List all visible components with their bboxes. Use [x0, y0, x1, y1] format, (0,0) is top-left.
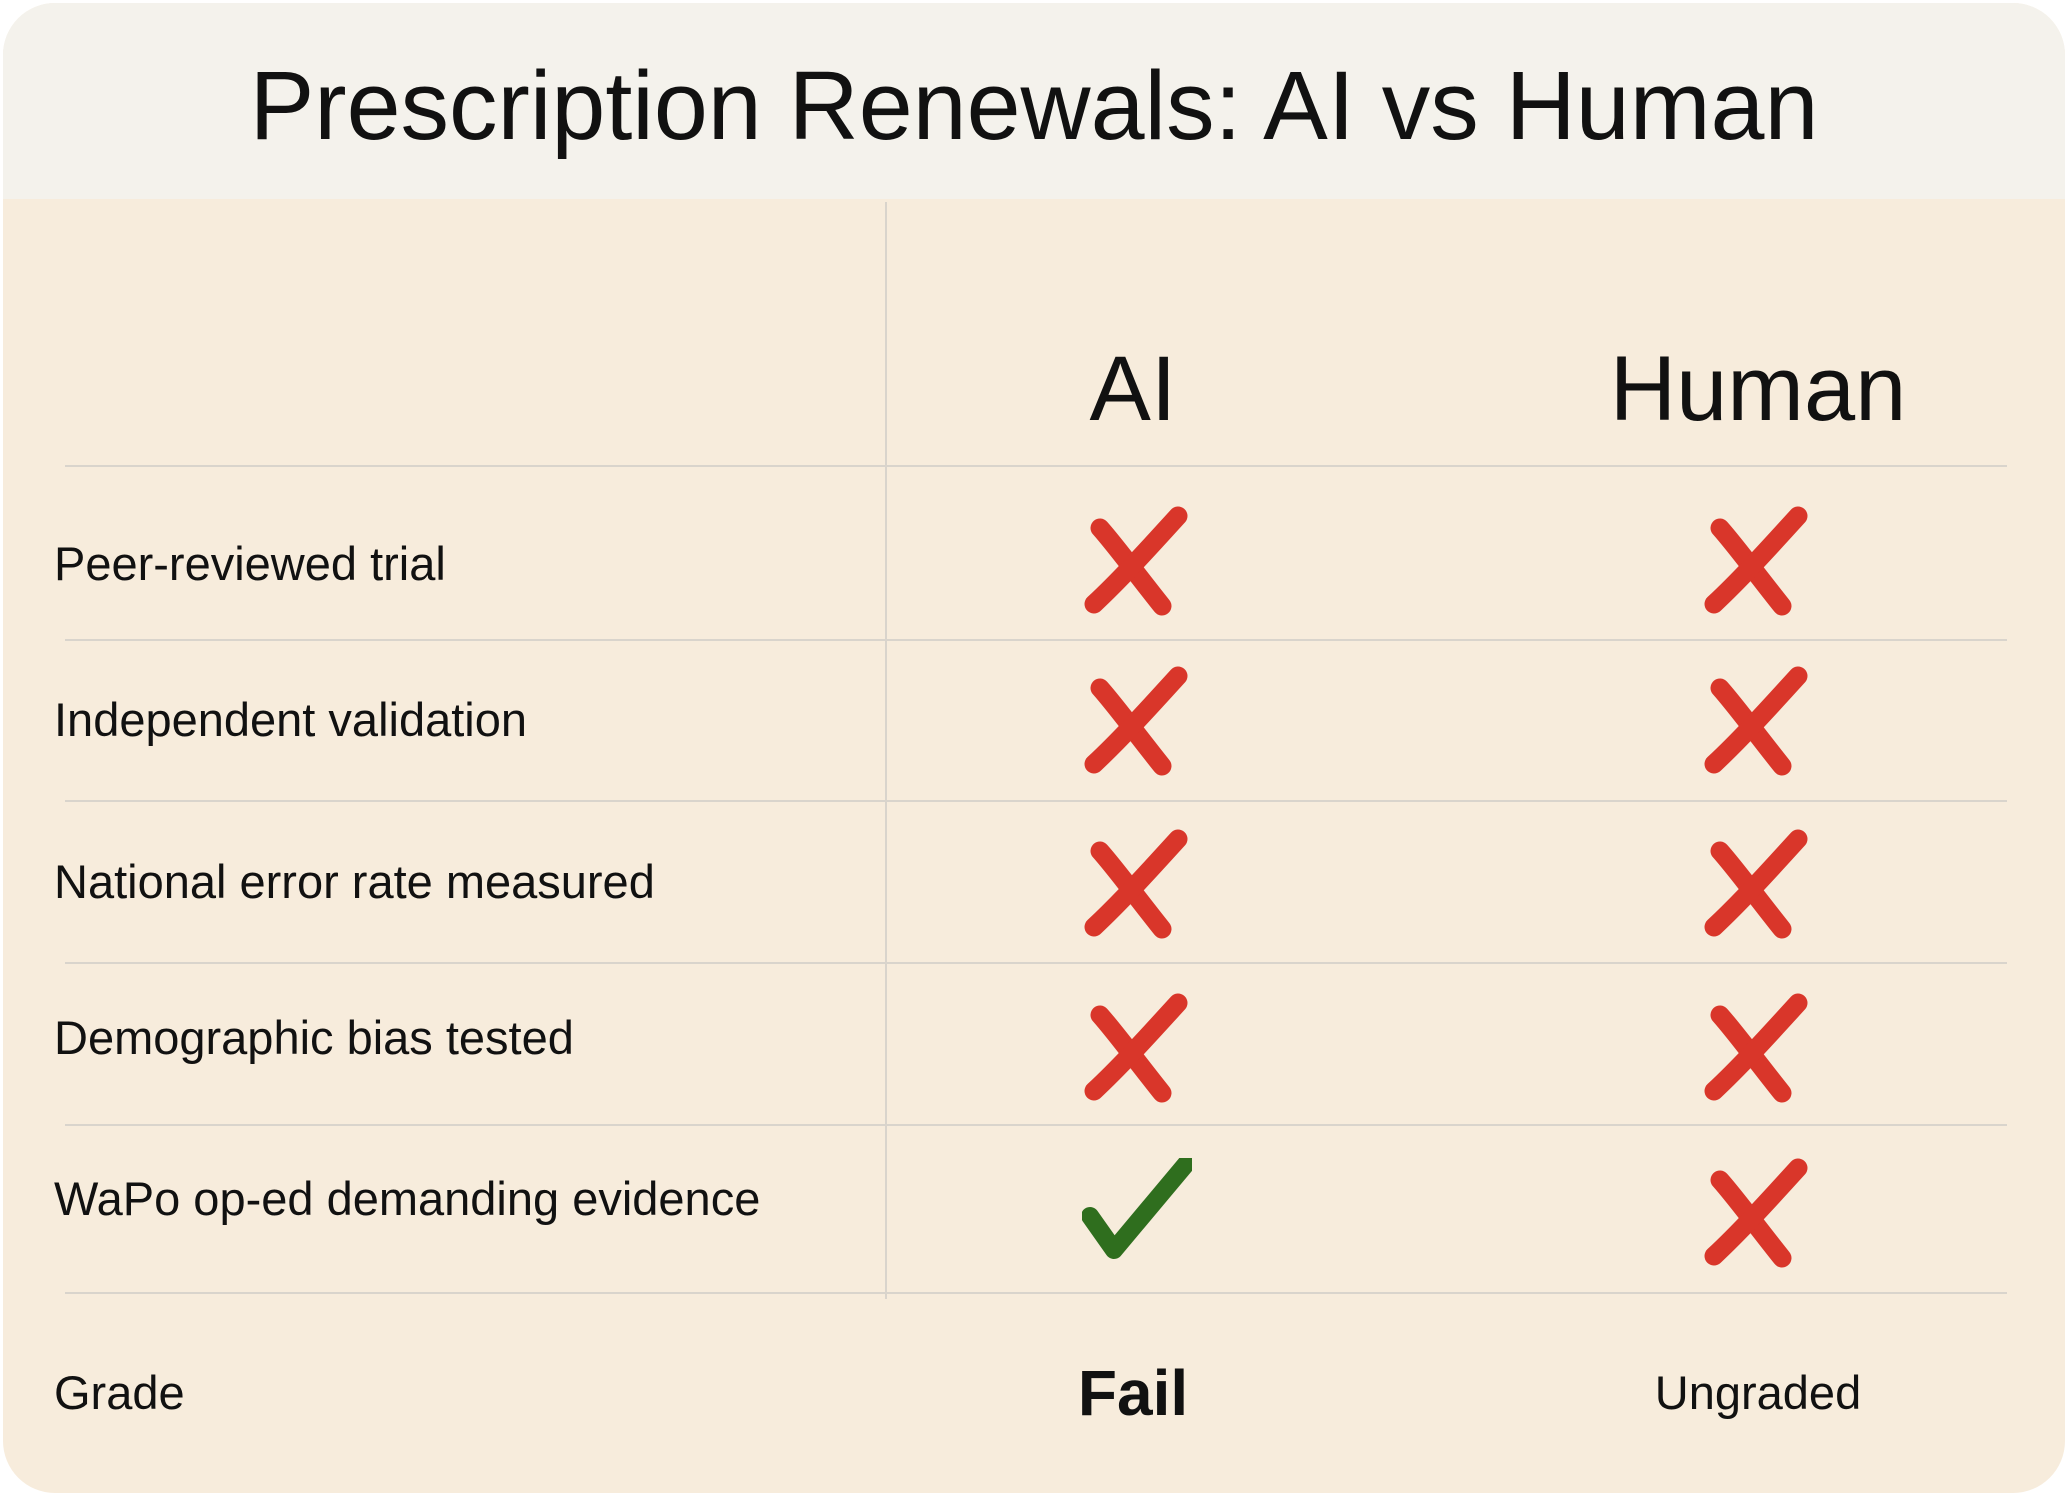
cross-mark-icon	[1084, 666, 1188, 776]
row-divider	[65, 465, 2007, 467]
human-result-icon	[1702, 1158, 1812, 1268]
cross-mark-icon	[1084, 829, 1188, 939]
ai-result-icon	[1081, 1155, 1195, 1268]
header-band: Prescription Renewals: AI vs Human	[3, 3, 2065, 199]
cross-mark-icon	[1704, 993, 1808, 1103]
criterion-label: WaPo op-ed demanding evidence	[54, 1172, 761, 1225]
row-divider	[65, 962, 2007, 964]
row-divider	[65, 800, 2007, 802]
ai-result-icon	[1082, 829, 1192, 939]
column-header-ai: AI	[1089, 338, 1177, 440]
cross-mark-icon	[1704, 1158, 1808, 1268]
column-header-human: Human	[1609, 338, 1907, 440]
ai-result-icon	[1082, 666, 1192, 776]
ai-result-icon	[1082, 506, 1192, 616]
row-divider	[65, 639, 2007, 641]
row-divider	[65, 1292, 2007, 1294]
row-divider	[65, 1124, 2007, 1126]
criterion-label: Peer-reviewed trial	[54, 537, 446, 590]
human-result-icon	[1702, 666, 1812, 776]
criterion-label: Independent validation	[54, 693, 528, 746]
ai-grade: Fail	[1077, 1357, 1189, 1429]
ai-result-icon	[1082, 993, 1192, 1103]
page-title: Prescription Renewals: AI vs Human	[249, 51, 1819, 160]
cross-mark-icon	[1704, 666, 1808, 776]
column-divider	[885, 202, 887, 1299]
human-result-icon	[1702, 993, 1812, 1103]
grade-label: Grade	[54, 1366, 185, 1419]
criterion-label: National error rate measured	[54, 855, 655, 908]
human-result-icon	[1702, 829, 1812, 939]
human-grade: Ungraded	[1654, 1366, 1862, 1419]
cross-mark-icon	[1084, 993, 1188, 1103]
criterion-label: Demographic bias tested	[54, 1011, 574, 1064]
check-mark-icon	[1081, 1155, 1195, 1259]
comparison-card: Prescription Renewals: AI vs Human AI Hu…	[3, 3, 2065, 1493]
cross-mark-icon	[1704, 506, 1808, 616]
cross-mark-icon	[1704, 829, 1808, 939]
human-result-icon	[1702, 506, 1812, 616]
cross-mark-icon	[1084, 506, 1188, 616]
